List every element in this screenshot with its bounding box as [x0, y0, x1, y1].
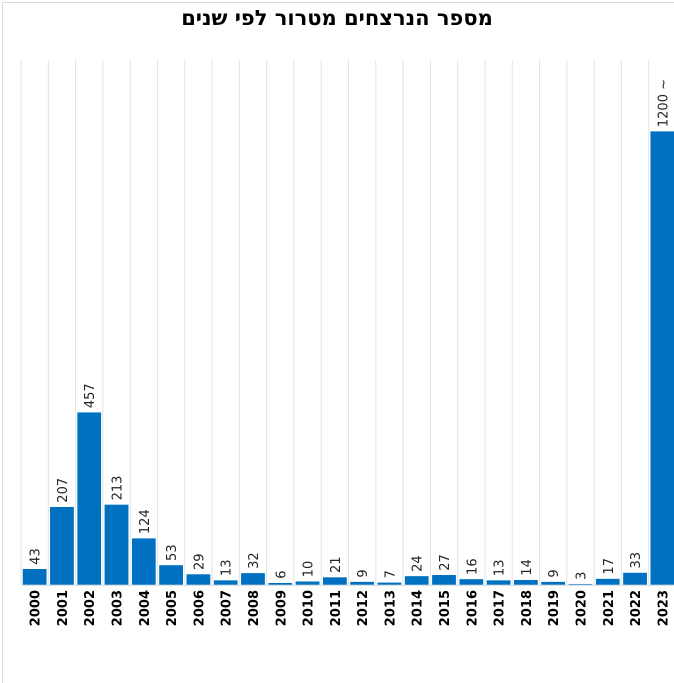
bar-2012	[349, 581, 375, 586]
x-tick-label-2011: 2011	[329, 590, 344, 626]
data-label-2016: 16	[465, 558, 480, 575]
data-label-2000: 43	[29, 548, 44, 565]
x-tick-label-2000: 2000	[29, 590, 44, 626]
x-tick-label-2014: 2014	[411, 590, 426, 626]
x-tick-label-2007: 2007	[220, 590, 235, 626]
x-tick-label-2008: 2008	[247, 590, 262, 626]
bar-2001	[49, 506, 75, 586]
bar-2013	[377, 582, 402, 586]
data-label-2008: 32	[247, 552, 262, 569]
x-tick-label-2012: 2012	[356, 590, 371, 626]
x-tick-label-2022: 2022	[629, 590, 644, 626]
x-tick-label-2006: 2006	[192, 590, 207, 626]
bar-2007	[213, 579, 239, 586]
x-tick-label-2005: 2005	[165, 590, 180, 626]
bar-2008	[240, 572, 266, 586]
data-label-2010: 10	[302, 561, 317, 578]
data-label-2009: 6	[274, 570, 289, 578]
data-label-2023: 1200 ~	[656, 79, 671, 127]
data-label-2022: 33	[629, 552, 644, 569]
data-label-2005: 53	[165, 544, 180, 561]
data-label-2012: 9	[356, 569, 371, 577]
bar-2020	[568, 583, 593, 586]
x-tick-label-2009: 2009	[274, 590, 289, 626]
bar-2015	[431, 574, 457, 586]
bar-chart: 4320002072001457200221320031242004532005…	[20, 60, 674, 626]
bar-2010	[295, 580, 320, 586]
bar-2002	[76, 411, 102, 586]
x-tick-label-2015: 2015	[438, 590, 453, 626]
x-tick-label-2017: 2017	[493, 590, 508, 626]
x-tick-label-2001: 2001	[56, 590, 71, 626]
bar-2000	[22, 568, 48, 586]
x-tick-label-2003: 2003	[111, 590, 126, 626]
data-label-2020: 3	[574, 572, 589, 580]
data-label-2001: 207	[56, 478, 71, 503]
data-label-2006: 29	[192, 553, 207, 570]
x-tick-label-2013: 2013	[383, 590, 398, 626]
x-tick-label-2023: 2023	[656, 590, 671, 626]
data-label-2019: 9	[547, 569, 562, 577]
bar-2003	[104, 504, 129, 586]
data-label-2007: 13	[220, 560, 235, 577]
bar-2023	[649, 130, 674, 586]
bar-2004	[131, 537, 157, 586]
x-tick-label-2002: 2002	[83, 590, 98, 626]
data-label-2004: 124	[138, 509, 153, 534]
x-tick-label-2018: 2018	[520, 590, 535, 626]
bar-2006	[186, 573, 211, 586]
data-label-2013: 7	[383, 570, 398, 578]
bar-2016	[458, 578, 484, 586]
x-tick-label-2016: 2016	[465, 590, 480, 626]
bar-2014	[404, 575, 430, 586]
data-label-2003: 213	[111, 476, 126, 501]
x-tick-label-2004: 2004	[138, 590, 153, 626]
x-tick-label-2019: 2019	[547, 590, 562, 626]
data-label-2021: 17	[602, 558, 617, 575]
bar-2009	[267, 582, 293, 586]
x-tick-label-2021: 2021	[602, 590, 617, 626]
data-label-2014: 24	[411, 555, 426, 572]
data-label-2002: 457	[83, 383, 98, 408]
x-tick-label-2020: 2020	[574, 590, 589, 626]
x-tick-label-2010: 2010	[302, 590, 317, 626]
bar-2022	[622, 572, 648, 586]
chart-title: מספר הנרצחים מטרור לפי שנים	[181, 6, 493, 30]
data-label-2018: 14	[520, 559, 535, 576]
data-label-2017: 13	[493, 560, 508, 577]
bar-2011	[322, 576, 348, 586]
bar-2018	[513, 579, 539, 586]
data-label-2011: 21	[329, 557, 344, 574]
data-label-2015: 27	[438, 554, 453, 571]
bar-2017	[486, 579, 512, 586]
bar-2005	[158, 564, 184, 586]
bar-2021	[595, 578, 621, 586]
bar-2019	[540, 581, 566, 586]
